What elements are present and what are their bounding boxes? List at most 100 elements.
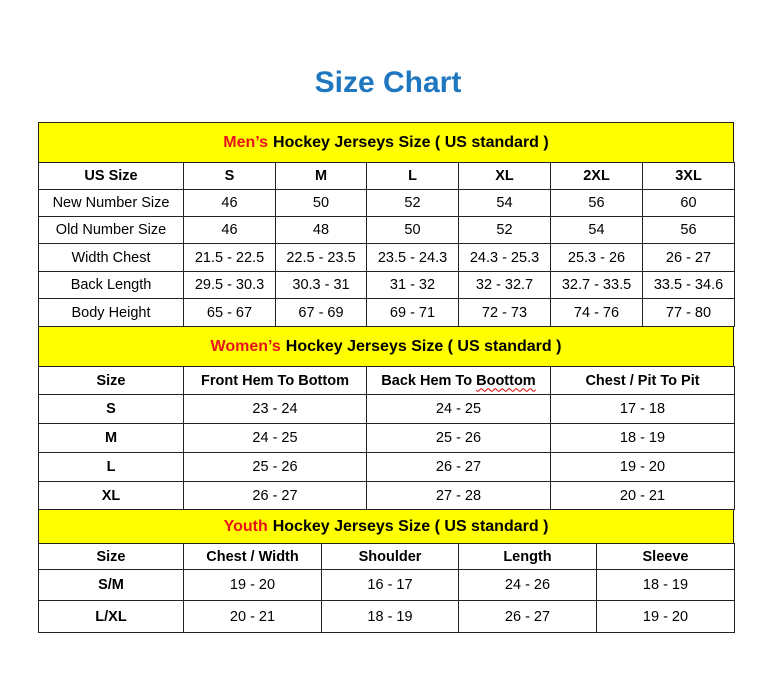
cell-text: 50: [312, 195, 330, 211]
cell-text: 60: [680, 195, 697, 211]
men-table-cell: 77 - 80: [642, 298, 735, 327]
men-table-cell: 31 - 32: [366, 271, 459, 299]
cell-text: 33.5 - 34.6: [653, 277, 724, 293]
women-table-cell: 26 - 27: [366, 452, 551, 482]
youth-table-cell: 18 - 19: [596, 569, 735, 601]
cell-text: 20 - 21: [619, 487, 666, 504]
section-title: Hockey Jerseys Size ( US standard ): [273, 133, 549, 151]
cell-text: 23 - 24: [252, 401, 298, 417]
women-column-header: Front Hem To Bottom: [183, 366, 367, 395]
cell-text: 26 - 27: [435, 459, 482, 475]
cell-text: 30.3 - 31: [292, 277, 350, 293]
cell-text: XL: [101, 487, 121, 504]
women-table-cell: XL: [38, 481, 184, 510]
men-table-cell: 54: [550, 216, 643, 244]
women-table-cell: 24 - 25: [366, 394, 551, 424]
women-table-cell: 17 - 18: [550, 394, 735, 424]
cell-text: Front Hem To Bottom: [201, 372, 349, 389]
cell-text: New Number Size: [52, 195, 170, 211]
cell-text: 56: [588, 195, 605, 211]
men-table-cell: 60: [642, 189, 735, 217]
cell-text: 72 - 73: [481, 304, 528, 321]
cell-text: S/M: [98, 577, 124, 593]
men-table-cell: 56: [550, 189, 643, 217]
cell-text: L: [106, 459, 116, 475]
men-column-header: M: [275, 162, 367, 190]
cell-text: 67 - 69: [298, 304, 344, 321]
youth-table-cell: 20 - 21: [183, 600, 322, 633]
cell-text: Back Length: [70, 277, 152, 293]
men-column-header: 3XL: [642, 162, 735, 190]
men-table-cell: 52: [366, 189, 459, 217]
women-table-cell: 26 - 27: [183, 481, 367, 510]
cell-text: 69 - 71: [389, 304, 436, 321]
cell-text: 32.7 - 33.5: [561, 277, 632, 293]
cell-text: Sleeve: [642, 548, 689, 565]
cell-text: M: [314, 168, 328, 184]
youth-column-header: Size: [38, 543, 184, 570]
cell-text: 32 - 32.7: [475, 277, 534, 293]
men-table-cell: 29.5 - 30.3: [183, 271, 276, 299]
cell-text: 26 - 27: [665, 249, 712, 266]
men-column-header: US Size: [38, 162, 184, 190]
men-table-cell: 30.3 - 31: [275, 271, 367, 299]
men-table-cell: 69 - 71: [366, 298, 459, 327]
men-table-cell: New Number Size: [38, 189, 184, 217]
cell-text: 25 - 26: [252, 459, 298, 475]
men-table-cell: 52: [458, 216, 551, 244]
men-table-cell: 24.3 - 25.3: [458, 243, 551, 272]
women-table-cell: 27 - 28: [366, 481, 551, 510]
cell-text: 48: [312, 222, 330, 238]
cell-text: 24 - 26: [504, 577, 551, 593]
cell-text: 24 - 25: [435, 401, 482, 417]
youth-table-cell: L/XL: [38, 600, 184, 633]
cell-text: 18 - 19: [642, 577, 689, 593]
women-table-cell: 25 - 26: [366, 423, 551, 453]
men-column-header: L: [366, 162, 459, 190]
cell-text: Shoulder: [358, 548, 422, 565]
cell-text: 18 - 19: [367, 608, 413, 625]
men-table-cell: 23.5 - 24.3: [366, 243, 459, 272]
cell-text: 22.5 - 23.5: [286, 249, 356, 266]
men-table-cell: 50: [366, 216, 459, 244]
youth-table-cell: 24 - 26: [458, 569, 597, 601]
cell-text: 25 - 26: [435, 430, 482, 446]
cell-text: 17 - 18: [619, 401, 666, 417]
cell-text: 50: [404, 222, 421, 238]
men-column-header: XL: [458, 162, 551, 190]
cell-text: Width Chest: [71, 249, 151, 266]
cell-text: M: [104, 430, 118, 446]
women-section-header: Women’s Hockey Jerseys Size ( US standard…: [38, 326, 734, 367]
cell-text: 24 - 25: [252, 430, 298, 446]
men-section-header: Men’s Hockey Jerseys Size ( US standard ): [38, 122, 734, 163]
page-title: Size Chart: [314, 66, 462, 99]
cell-text: 2XL: [583, 168, 610, 184]
women-table-cell: 23 - 24: [183, 394, 367, 424]
men-table-cell: 33.5 - 34.6: [642, 271, 735, 299]
cell-text: 26 - 27: [252, 487, 298, 504]
men-table-cell: 74 - 76: [550, 298, 643, 327]
men-table-cell: 50: [275, 189, 367, 217]
cell-text: 25.3 - 26: [567, 249, 626, 266]
cell-text: 23.5 - 24.3: [377, 249, 448, 266]
women-table-cell: 19 - 20: [550, 452, 735, 482]
section-highlight: Women’s: [210, 337, 281, 355]
youth-table-cell: 19 - 20: [596, 600, 735, 633]
youth-column-header: Chest / Width: [183, 543, 322, 570]
section-highlight: Men’s: [223, 133, 269, 151]
cell-text: Length: [503, 548, 552, 565]
cell-text: 56: [680, 222, 697, 238]
youth-section-header: Youth Hockey Jerseys Size ( US standard ): [38, 509, 734, 544]
cell-text: 77 - 80: [665, 304, 712, 321]
section-title: Hockey Jerseys Size ( US standard ): [272, 517, 549, 535]
cell-text: US Size: [84, 168, 138, 184]
men-table-cell: Width Chest: [38, 243, 184, 272]
youth-table-cell: 16 - 17: [321, 569, 459, 601]
men-table-cell: 26 - 27: [642, 243, 735, 272]
cell-text: 54: [496, 195, 513, 211]
cell-text: S: [224, 168, 235, 184]
women-table-cell: M: [38, 423, 184, 453]
women-table-cell: 20 - 21: [550, 481, 735, 510]
cell-text: 19 - 20: [229, 577, 276, 593]
cell-text: 18 - 19: [619, 430, 666, 446]
